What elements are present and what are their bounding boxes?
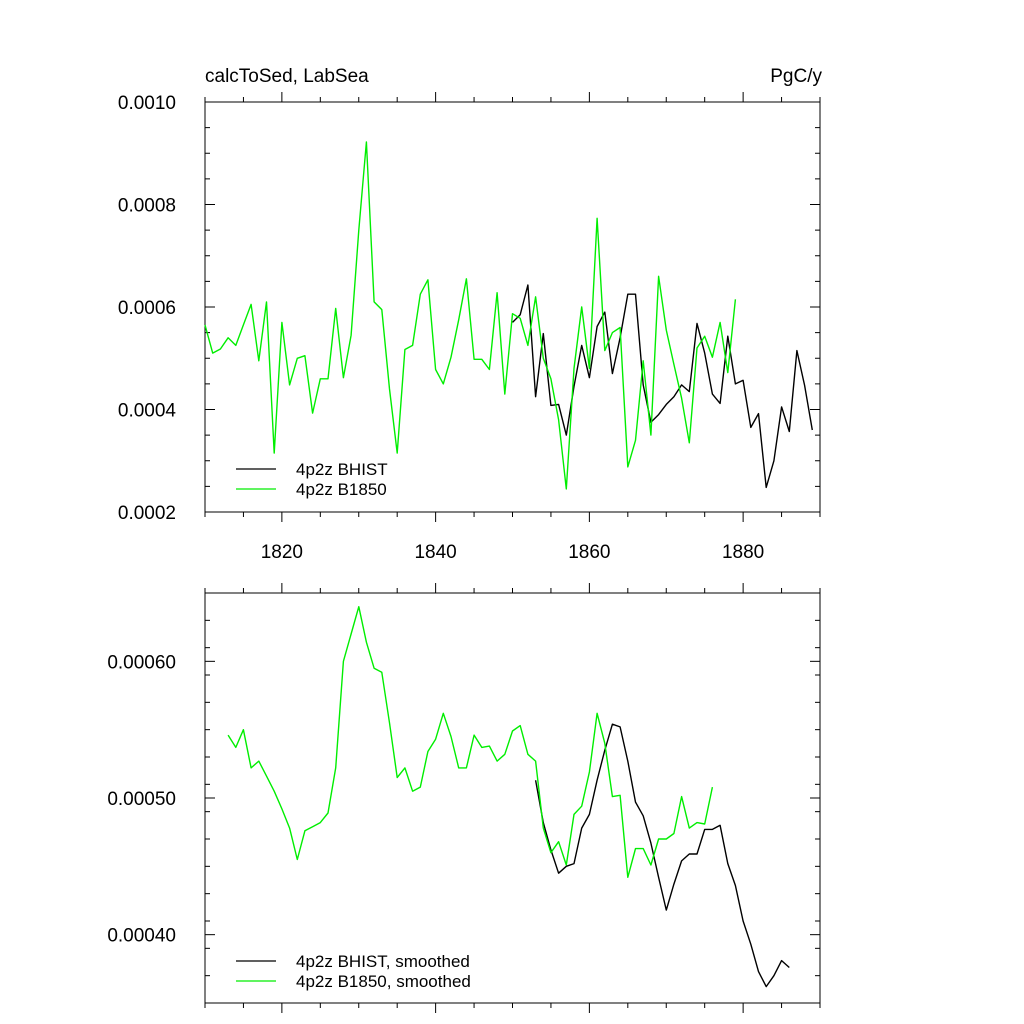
- y-tick-label: 0.0002: [118, 503, 176, 524]
- x-tick-label: 1820: [261, 542, 303, 563]
- plot-frame-top: [204, 101, 821, 513]
- series-line-b1850: [227, 606, 714, 878]
- x-tick-label: 1880: [722, 542, 764, 563]
- y-tick-label: 0.0004: [118, 401, 177, 422]
- series-group-bottom: [227, 606, 790, 988]
- x-tick-label: 1840: [414, 542, 456, 563]
- series-line-bhist: [534, 723, 790, 988]
- axis-ticks-bottom: 0.00040 0.00050 0.00060: [107, 583, 821, 1013]
- y-tick-label: 0.0006: [118, 298, 176, 319]
- y-tick-label: 0.00040: [107, 926, 176, 947]
- series-group-top: [204, 141, 813, 490]
- legend-label-b1850-smoothed: 4p2z B1850, smoothed: [296, 972, 471, 991]
- y-tick-label: 0.0010: [118, 93, 176, 114]
- x-tick-label: 1860: [568, 542, 610, 563]
- series-line-bhist: [512, 284, 813, 489]
- axis-ticks-top: 1820 1840 1860 1880 0.0002 0.0004 0.0006 0.0008…: [118, 92, 821, 563]
- legend-bottom: 4p2z BHIST, smoothed 4p2z B1850, smoothe…: [236, 952, 471, 991]
- y-tick-label: 0.00050: [107, 789, 176, 810]
- panel-title-left: calcToSed, LabSea: [205, 66, 369, 87]
- legend-top: 4p2z BHIST 4p2z B1850: [236, 460, 388, 499]
- panel-title-right: PgC/y: [770, 66, 822, 87]
- series-line-b1850: [204, 141, 737, 490]
- legend-label-bhist-smoothed: 4p2z BHIST, smoothed: [296, 952, 470, 971]
- legend-label-bhist: 4p2z BHIST: [296, 460, 388, 479]
- y-tick-label: 0.0008: [118, 196, 176, 217]
- legend-label-b1850: 4p2z B1850: [296, 480, 387, 499]
- y-tick-label: 0.00060: [107, 652, 176, 673]
- bottom-panel: 0.00040 0.00050 0.00060 4p2z BHIST, smooth…: [107, 583, 821, 1013]
- plot-frame-bottom: [204, 592, 821, 1004]
- top-panel: calcToSed, LabSea PgC/y 1820 1840 1860 1880…: [118, 66, 823, 563]
